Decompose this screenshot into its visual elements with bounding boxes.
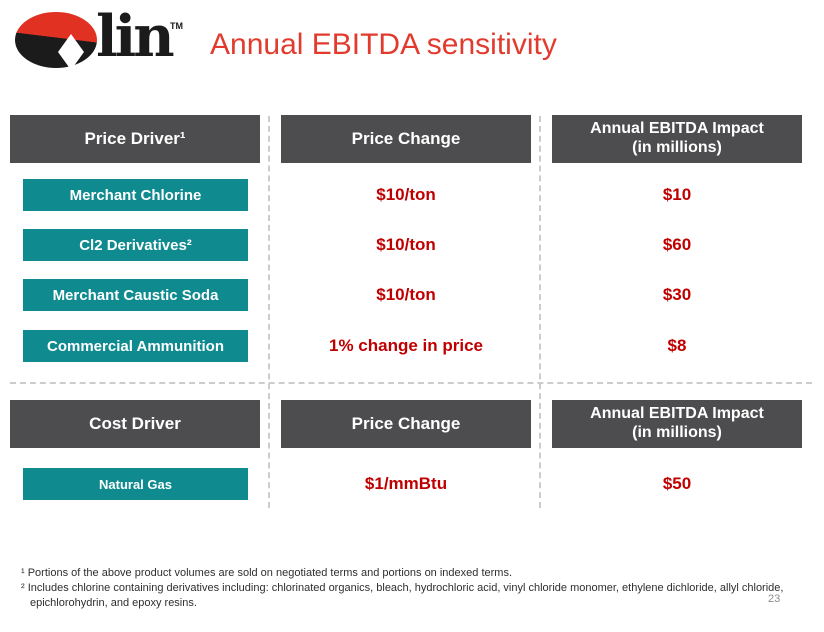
footnote-2-continued: epichlorohydrin, and epoxy resins. <box>30 597 197 609</box>
footnote-2: ² Includes chlorine containing derivativ… <box>21 582 784 594</box>
price-driver-column-header: Price Driver¹ <box>10 115 260 163</box>
ebitda-impact-value: $60 <box>662 235 692 254</box>
header-label: Price Change <box>351 128 461 148</box>
footnote-1: ¹ Portions of the above product volumes … <box>21 567 513 579</box>
cost-driver-column-header: Cost Driver <box>10 400 260 448</box>
column-divider-1 <box>268 116 270 508</box>
diamond-icon <box>58 34 84 70</box>
section-divider <box>10 382 812 384</box>
price-change-column-header: Price Change <box>281 115 531 163</box>
header-label-line2: (in millions) <box>632 139 722 156</box>
page-number: 23 <box>768 593 781 605</box>
ebitda-impact-value: $10 <box>662 185 692 204</box>
column-divider-2 <box>539 116 541 508</box>
header-label-line1: Annual EBITDA Impact <box>590 405 764 423</box>
ebitda-impact-column-header-2: Annual EBITDA Impact (in millions) <box>552 400 802 448</box>
ebitda-impact-value: $30 <box>662 285 692 304</box>
olin-logo: lin TM <box>0 0 210 80</box>
footnotes: ¹ Portions of the above product volumes … <box>21 566 783 611</box>
price-change-value: $1/mmBtu <box>364 474 448 493</box>
trademark-symbol: TM <box>170 21 183 31</box>
page-title: Annual EBITDA sensitivity <box>210 28 557 61</box>
olin-logo-mark <box>15 12 97 70</box>
price-driver-pill-merchant-caustic-soda: Merchant Caustic Soda <box>23 279 248 311</box>
price-change-column-header-2: Price Change <box>281 400 531 448</box>
ebitda-impact-value: $50 <box>662 474 692 493</box>
price-change-value: $10/ton <box>376 285 436 304</box>
price-change-value: $10/ton <box>376 185 436 204</box>
cost-driver-pill-natural-gas: Natural Gas <box>23 468 248 500</box>
price-driver-pill-commercial-ammunition: Commercial Ammunition <box>23 330 248 362</box>
price-change-value: $10/ton <box>376 235 436 254</box>
ebitda-impact-column-header: Annual EBITDA Impact (in millions) <box>552 115 802 163</box>
header-label-line2: (in millions) <box>632 424 722 441</box>
olin-logo-text: lin <box>96 3 175 70</box>
header-label-line1: Annual EBITDA Impact <box>590 120 764 138</box>
header-label: Cost Driver <box>89 413 181 433</box>
price-driver-pill-merchant-chlorine: Merchant Chlorine <box>23 179 248 211</box>
price-driver-pill-cl2-derivatives: Cl2 Derivatives² <box>23 229 248 261</box>
header-label: Price Change <box>351 413 461 433</box>
price-change-value: 1% change in price <box>329 336 483 355</box>
ebitda-impact-value: $8 <box>667 336 687 355</box>
header-label: Price Driver¹ <box>84 128 186 148</box>
